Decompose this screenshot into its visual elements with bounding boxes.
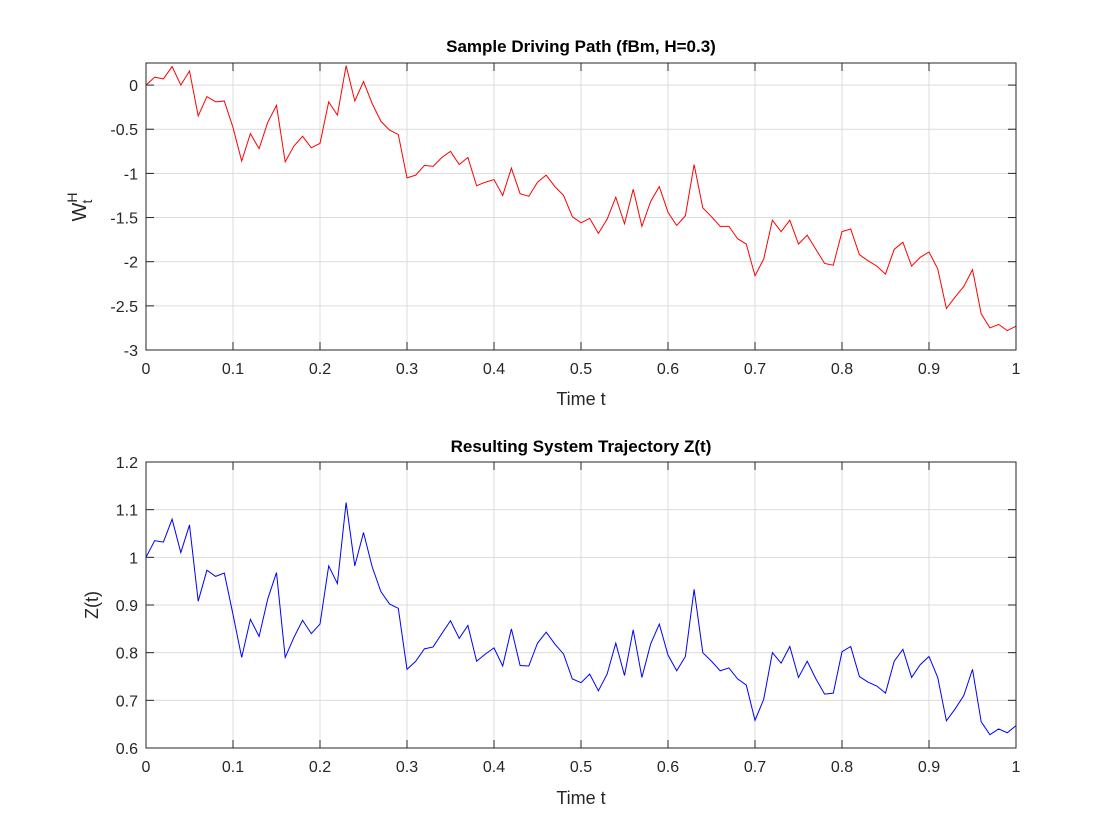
x-tick-label: 0.8 [831, 759, 853, 776]
chart-driving-path: Sample Driving Path (fBm, H=0.3) 0 0.1 0.2… [64, 37, 1021, 409]
x-tick-label: 0.9 [918, 759, 940, 776]
y-tick-labels: 0 -0.5 -1 -1.5 -2 -2.5 -3 [110, 78, 138, 360]
x-tick-label: 0.5 [570, 759, 592, 776]
plot-frame [145, 62, 1017, 351]
y-tick-label: 1.2 [116, 455, 138, 472]
y-label-main: W [69, 203, 91, 222]
x-tick-label: 0.8 [831, 361, 853, 378]
x-tick-label: 0.9 [918, 361, 940, 378]
y-label-superscript: H [64, 192, 80, 202]
y-tick-label: 1.1 [116, 503, 138, 520]
y-tick-label: 0.7 [116, 693, 138, 710]
x-tick-label: 0.6 [657, 759, 679, 776]
svg-text:WHt: WHt [64, 192, 95, 221]
x-tick-label: 0 [142, 361, 151, 378]
x-tick-label: 0.3 [396, 361, 418, 378]
x-tick-label: 0.1 [222, 759, 244, 776]
x-tick-label: 0.7 [744, 361, 766, 378]
x-tick-label: 0 [142, 759, 151, 776]
y-tick-label: -3 [124, 343, 138, 360]
y-tick-label: 0 [129, 78, 138, 95]
x-tick-label: 0.6 [657, 361, 679, 378]
y-tick-label: 0.8 [116, 646, 138, 663]
y-tick-label: 1 [129, 550, 138, 567]
x-tick-label: 0.2 [309, 759, 331, 776]
y-tick-labels: 0.6 0.7 0.8 0.9 1 1.1 1.2 [116, 455, 138, 758]
plot-frame [145, 461, 1017, 749]
chart-title: Resulting System Trajectory Z(t) [451, 437, 712, 456]
x-tick-label: 0.7 [744, 759, 766, 776]
x-axis-label: Time t [556, 389, 605, 409]
x-tick-label: 0.3 [396, 759, 418, 776]
y-tick-label: -1 [124, 166, 138, 183]
x-tick-label: 0.1 [222, 361, 244, 378]
chart-system-trajectory: Resulting System Trajectory Z(t) 0 0.1 0.2… [82, 437, 1021, 808]
x-tick-label: 0.4 [483, 759, 505, 776]
x-tick-label: 1 [1012, 361, 1021, 378]
y-axis-label: Z(t) [82, 591, 102, 619]
y-axis-label: WHt [64, 192, 95, 221]
x-tick-label: 0.4 [483, 361, 505, 378]
y-tick-label: 0.9 [116, 598, 138, 615]
y-tick-marks [146, 84, 1016, 351]
x-tick-labels: 0 0.1 0.2 0.3 0.4 0.5 0.6 0.7 0.8 0.9 1 [142, 759, 1021, 776]
y-tick-label: 0.6 [116, 741, 138, 758]
y-tick-label: -0.5 [110, 122, 138, 139]
chart-title: Sample Driving Path (fBm, H=0.3) [446, 37, 716, 56]
x-tick-label: 0.2 [309, 361, 331, 378]
series-line-wht [145, 65, 1017, 332]
x-tick-label: 0.5 [570, 361, 592, 378]
y-label-subscript: t [79, 199, 95, 203]
y-tick-label: -2.5 [110, 299, 138, 316]
y-tick-label: -1.5 [110, 211, 138, 228]
x-tick-labels: 0 0.1 0.2 0.3 0.4 0.5 0.6 0.7 0.8 0.9 1 [142, 361, 1021, 378]
y-tick-label: -2 [124, 255, 138, 272]
x-axis-label: Time t [556, 788, 605, 808]
x-tick-label: 1 [1012, 759, 1021, 776]
series-line-zt [145, 502, 1017, 736]
